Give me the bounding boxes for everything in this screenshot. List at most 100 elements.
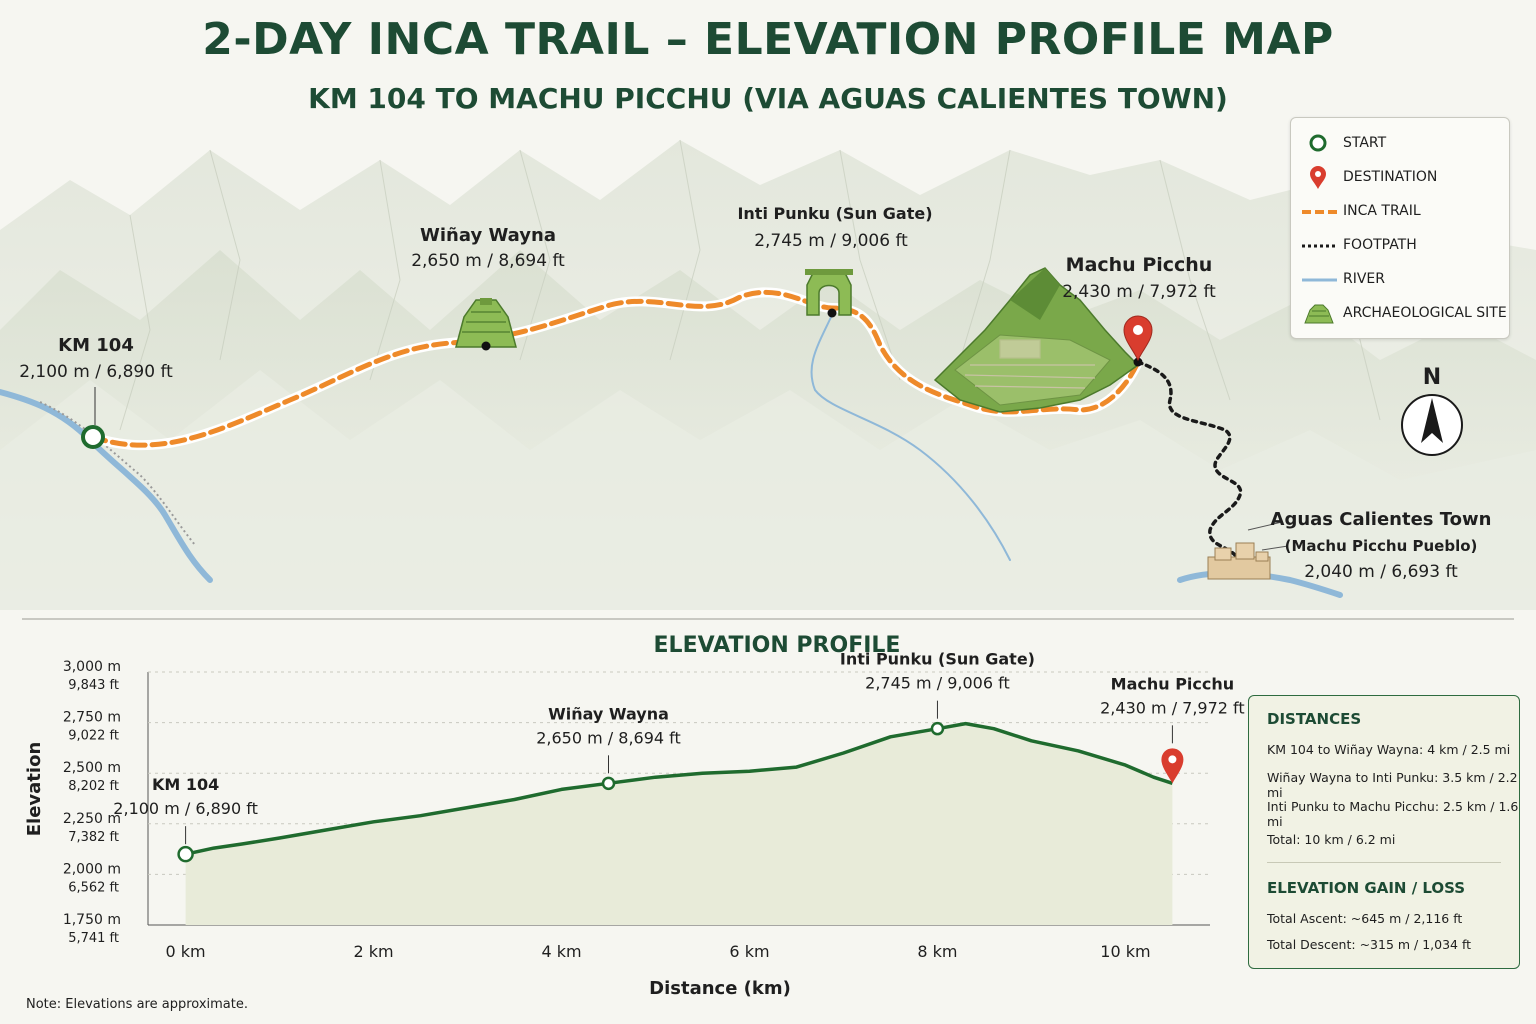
compass-north-icon <box>1401 394 1463 456</box>
y-tick-label-ft: 5,741 ft <box>68 931 119 946</box>
legend-item-start: START <box>1291 131 1509 157</box>
footnote: Note: Elevations are approximate. <box>26 997 248 1012</box>
machu-picchu-mountain <box>933 267 1140 413</box>
legend-label: FOOTPATH <box>1343 237 1417 253</box>
distance-row: KM 104 to Wiñay Wayna: 4 km / 2.5 mi <box>1267 742 1511 757</box>
legend-label: ARCHAEOLOGICAL SITE <box>1343 305 1507 321</box>
chart-area <box>185 721 1173 925</box>
km-104-chart-elevation: 2,100 m / 6,890 ft <box>113 799 258 818</box>
chart-points: KM 104 2,100 m / 6,890 ft Wiñay Wayna 2,650… <box>113 650 1245 863</box>
wi-ay-wayna-chart-elevation: 2,650 m / 8,694 ft <box>536 728 681 747</box>
mountain-terrain <box>0 139 1536 610</box>
x-tick-label: 6 km <box>729 942 769 961</box>
x-tick-label: 2 km <box>353 942 393 961</box>
total-descent: Total Descent: ~315 m / 1,034 ft <box>1267 937 1472 952</box>
footpath <box>1136 360 1243 557</box>
x-tick-label: 8 km <box>917 942 957 961</box>
chart-y-label: Elevation <box>24 742 45 837</box>
y-tick-label-m: 1,750 m <box>63 912 121 928</box>
footpath-dot-icon <box>1302 244 1337 248</box>
chart-x-label: Distance (km) <box>649 978 791 999</box>
legend-item-archaeological-site: ARCHAEOLOGICAL SITE <box>1291 301 1509 327</box>
inti-punku-gate-icon <box>805 269 853 316</box>
distance-row: Inti Punku to Machu Picchu: 2.5 km / 1.6… <box>1267 799 1519 829</box>
aguas-leader-line <box>1247 521 1283 531</box>
y-tick-label-m: 2,000 m <box>63 861 121 877</box>
elevation-stats-heading: ELEVATION GAIN / LOSS <box>1267 879 1466 897</box>
winay-wayna-label: Wiñay Wayna <box>420 225 556 246</box>
km-104-chart-label: KM 104 <box>152 775 219 794</box>
elevation-line <box>185 721 1173 856</box>
pin-body <box>1161 748 1184 784</box>
legend-label: RIVER <box>1343 271 1386 287</box>
trail-stats-panel: DISTANCES KM 104 to Wiñay Wayna: 4 km / … <box>1248 695 1520 969</box>
machu-picchu-dot[interactable] <box>1133 357 1143 367</box>
machu-picchu-chart-elevation: 2,430 m / 7,972 ft <box>1100 698 1245 717</box>
total-ascent: Total Ascent: ~645 m / 2,116 ft <box>1267 911 1463 926</box>
aguas-calientes-town-icon <box>1207 542 1271 580</box>
y-tick-label-m: 2,500 m <box>63 760 121 776</box>
machu-picchu-elevation: 2,430 m / 7,972 ft <box>1062 282 1216 302</box>
x-tick-label: 10 km <box>1100 942 1150 961</box>
winay-wayna-dot[interactable] <box>481 341 491 351</box>
machu-picchu-pin-icon[interactable] <box>1123 315 1153 362</box>
wi-ay-wayna-marker[interactable] <box>601 776 616 791</box>
trail-map: KM 104 2,100 m / 6,890 ft Wiñay Wayna 2,… <box>0 139 1536 620</box>
river-line-icon <box>1302 278 1337 282</box>
start-circle-icon <box>1309 134 1327 152</box>
wi-ay-wayna-chart-label: Wiñay Wayna <box>548 704 669 723</box>
aguas-calientes-alt-name: (Machu Picchu Pueblo) <box>1285 537 1478 555</box>
y-tick-label-ft: 8,202 ft <box>68 779 119 794</box>
chart-ticks: 3,000 m 9,843 ft 2,750 m 9,022 ft 2,500 m 8,2… <box>63 659 1151 961</box>
inti-punku-dot[interactable] <box>827 308 837 318</box>
railway-line <box>39 401 196 546</box>
y-tick-label-m: 2,750 m <box>63 710 121 726</box>
inti-punku-label: Inti Punku (Sun Gate) <box>737 204 932 223</box>
machu-picchu-pin-icon[interactable] <box>1161 748 1184 784</box>
inti-punku-elevation: 2,745 m / 9,006 ft <box>754 231 908 251</box>
aguas-leader-line-2 <box>1261 545 1289 551</box>
y-tick-label-ft: 7,382 ft <box>68 830 119 845</box>
legend-label: DESTINATION <box>1343 169 1438 185</box>
x-tick-label: 0 km <box>166 942 206 961</box>
panel-divider <box>1267 862 1501 863</box>
legend-item-destination: DESTINATION <box>1291 165 1509 191</box>
km104-label: KM 104 <box>58 335 134 356</box>
chart-title: ELEVATION PROFILE <box>654 633 901 658</box>
machu-picchu-label: Machu Picchu <box>1066 254 1213 276</box>
legend-label: INCA TRAIL <box>1343 203 1421 219</box>
archaeological-site-icon <box>1304 304 1334 324</box>
winay-wayna-elevation: 2,650 m / 8,694 ft <box>411 251 565 271</box>
north-label: N <box>1423 365 1441 390</box>
distances-heading: DISTANCES <box>1267 710 1362 728</box>
inti-punku-sun-gate-chart-label: Inti Punku (Sun Gate) <box>840 650 1035 669</box>
aguas-calientes-label: Aguas Calientes Town <box>1271 509 1492 530</box>
chart-grid <box>147 671 1210 926</box>
legend-label: START <box>1343 135 1387 151</box>
legend-item-footpath: FOOTPATH <box>1291 233 1509 259</box>
km-104-marker[interactable] <box>177 845 194 863</box>
y-tick-label-ft: 6,562 ft <box>68 880 119 895</box>
km104-start-icon[interactable] <box>81 425 105 449</box>
legend-item-inca-trail: INCA TRAIL <box>1291 199 1509 225</box>
rivers <box>0 314 1343 598</box>
distance-total: Total: 10 km / 6.2 mi <box>1267 832 1396 847</box>
distance-row: Wiñay Wayna to Inti Punku: 3.5 km / 2.2 … <box>1267 770 1518 800</box>
destination-pin-icon <box>1310 166 1326 189</box>
inca-trail-dash-icon <box>1302 210 1337 214</box>
y-tick-label-m: 2,250 m <box>63 811 121 827</box>
y-tick-label-ft: 9,843 ft <box>68 678 119 693</box>
y-tick-label-ft: 9,022 ft <box>68 729 119 744</box>
aguas-calientes-elevation: 2,040 m / 6,693 ft <box>1304 562 1458 582</box>
page-subtitle: KM 104 TO MACHU PICCHU (VIA AGUAS CALIEN… <box>308 82 1228 115</box>
map-legend: START DESTINATION INCA TRAIL FOOTPATH RI… <box>1290 117 1510 339</box>
legend-item-river: RIVER <box>1291 267 1509 293</box>
inti-punku-sun-gate-chart-elevation: 2,745 m / 9,006 ft <box>865 674 1010 693</box>
y-tick-label-m: 3,000 m <box>63 659 121 675</box>
machu-picchu-chart-label: Machu Picchu <box>1111 674 1235 693</box>
pin-center <box>1168 755 1177 764</box>
page-title: 2-DAY INCA TRAIL – ELEVATION PROFILE MAP <box>202 14 1334 65</box>
km104-elevation: 2,100 m / 6,890 ft <box>19 362 173 382</box>
inti-punku-sun-gate-marker[interactable] <box>930 721 945 736</box>
winay-wayna-site-icon <box>455 298 517 348</box>
